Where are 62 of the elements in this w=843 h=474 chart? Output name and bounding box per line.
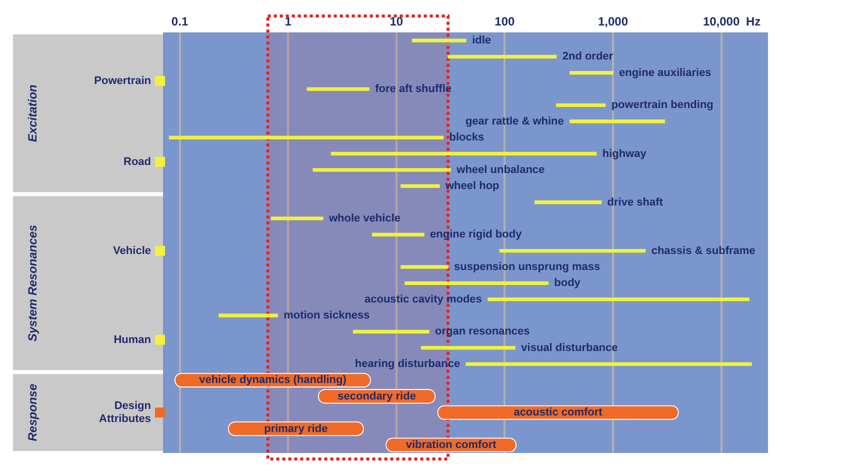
y-tick-label: visual disturbance bbox=[521, 342, 618, 354]
x-tick-label: 100 bbox=[494, 14, 516, 29]
bar bbox=[499, 248, 646, 253]
bar bbox=[218, 314, 278, 318]
bar bbox=[330, 152, 597, 156]
legend-label: Powertrain bbox=[94, 74, 152, 87]
bar bbox=[466, 362, 752, 366]
legend-label: Vehicle bbox=[113, 244, 151, 257]
legend-label: Human bbox=[114, 334, 152, 346]
y-tick-label: acoustic comfort bbox=[514, 406, 603, 419]
legend-label: Road bbox=[124, 156, 151, 168]
y-tick-label: engine auxiliaries bbox=[618, 66, 712, 79]
y-tick-label: body bbox=[554, 277, 582, 290]
y-tick-label: blocks bbox=[449, 132, 484, 144]
y-tick-label: vibration comfort bbox=[406, 438, 497, 451]
text: Excitation bbox=[25, 84, 40, 142]
y-tick-label: highway bbox=[602, 148, 648, 160]
x-axis-title: Hz bbox=[746, 14, 761, 29]
x-tick-label: 1,000 bbox=[598, 14, 628, 29]
bar bbox=[400, 184, 440, 188]
text: System Resonances bbox=[25, 224, 40, 342]
bar bbox=[404, 281, 548, 285]
bar bbox=[412, 38, 466, 42]
bar bbox=[270, 216, 324, 220]
y-tick-label: wheel hop bbox=[444, 180, 500, 192]
bar bbox=[448, 54, 557, 58]
y-tick-label: secondary ride bbox=[338, 390, 416, 402]
y-tick-label: 2nd order bbox=[562, 50, 614, 63]
y-tick-label: acoustic cavity modes bbox=[364, 293, 482, 306]
bar bbox=[421, 346, 516, 350]
bar bbox=[372, 232, 424, 236]
bar bbox=[312, 168, 451, 172]
bar bbox=[534, 200, 602, 204]
x-tick-label: 0.1 bbox=[171, 14, 188, 29]
y-tick-label: organ resonances bbox=[434, 326, 530, 338]
y-tick-label: fore aft shuffle bbox=[375, 83, 452, 96]
bar bbox=[306, 87, 370, 91]
bar bbox=[168, 136, 444, 140]
x-tick-label: 10 bbox=[390, 14, 404, 29]
y-tick-label: wheel unbalance bbox=[456, 164, 545, 176]
y-tick-label: powertrain bending bbox=[611, 99, 714, 112]
y-tick-label: gear rattle & whine bbox=[465, 115, 564, 128]
bar bbox=[488, 297, 750, 302]
bar bbox=[400, 265, 448, 269]
y-tick-label: chassis & subframe bbox=[651, 244, 756, 257]
y-tick-label: motion sickness bbox=[284, 310, 370, 322]
bar bbox=[570, 71, 614, 75]
legend-label: Design Attributes bbox=[99, 400, 152, 426]
y-tick-label: whole vehicle bbox=[328, 212, 401, 224]
y-tick-label: vehicle dynamics (handling) bbox=[199, 374, 347, 386]
y-tick-label: engine rigid body bbox=[430, 228, 523, 241]
y-tick-label: primary ride bbox=[264, 422, 328, 435]
y-tick-label: drive shaft bbox=[607, 196, 664, 208]
bar bbox=[352, 330, 430, 334]
x-tick-label: 1 bbox=[284, 14, 292, 29]
text: Response bbox=[25, 384, 40, 442]
y-tick-label: suspension unsprung mass bbox=[454, 260, 600, 273]
y-tick-label: hearing disturbance bbox=[354, 358, 460, 370]
x-tick-label: 10,000 bbox=[702, 14, 740, 29]
bar bbox=[570, 120, 665, 124]
y-tick-label: idle bbox=[472, 34, 492, 47]
bar bbox=[556, 103, 606, 108]
